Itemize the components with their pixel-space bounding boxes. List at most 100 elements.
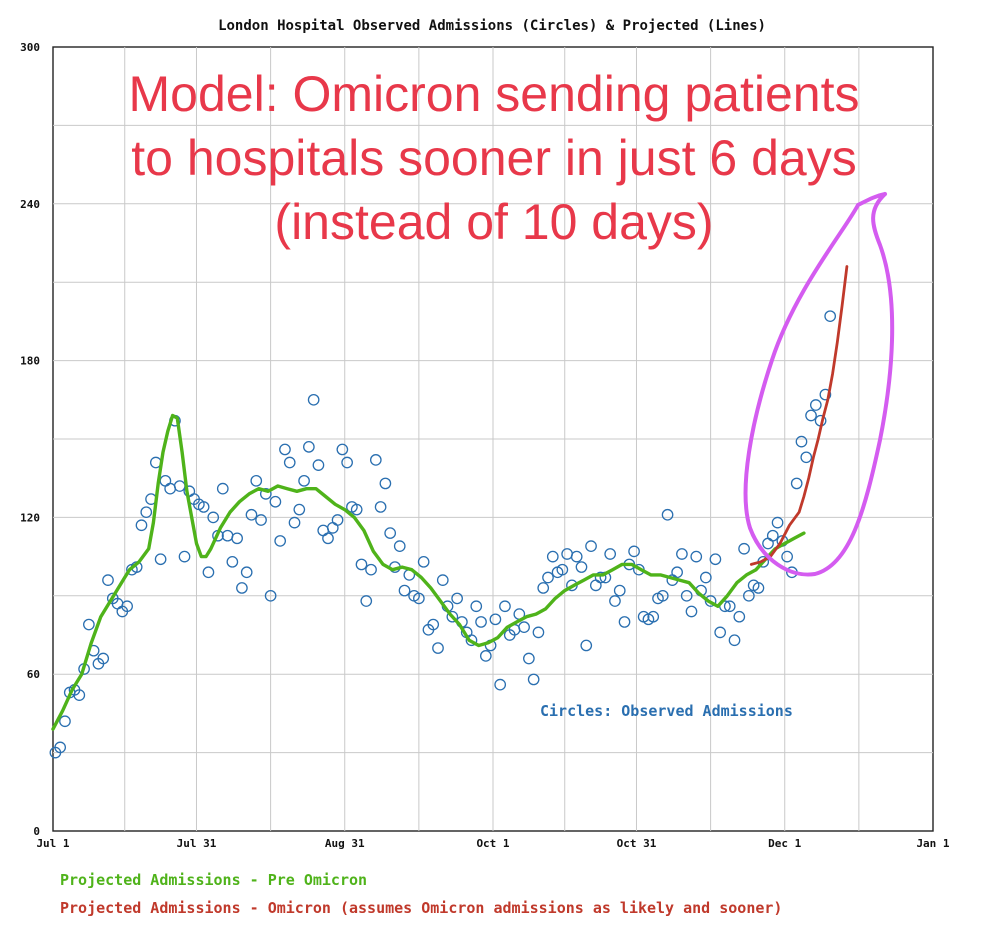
observed-point xyxy=(647,610,660,623)
observed-point xyxy=(54,741,67,754)
observed-point xyxy=(781,550,793,563)
observed-point xyxy=(656,589,669,602)
y-tick-label: 0 xyxy=(33,825,40,838)
observed-point xyxy=(809,399,822,411)
observed-point xyxy=(231,532,243,545)
observed-point xyxy=(613,584,626,597)
observed-point xyxy=(398,584,411,597)
observed-point xyxy=(805,409,817,422)
observed-point xyxy=(604,548,617,560)
grid-lines xyxy=(53,47,933,831)
observed-point xyxy=(226,555,239,568)
observed-point xyxy=(140,506,153,519)
observed-point xyxy=(585,540,597,552)
headline-line-1: Model: Omicron sending patients xyxy=(129,66,860,122)
observed-point xyxy=(154,553,167,566)
observed-point xyxy=(436,574,449,586)
observed-point xyxy=(537,582,550,594)
observed-point xyxy=(723,600,736,613)
observed-point xyxy=(360,595,373,607)
x-tick-label: Jul 31 xyxy=(177,837,217,850)
observed-point xyxy=(699,571,712,584)
observed-point xyxy=(73,689,86,701)
headline-line-2: to hospitals sooner in just 6 days xyxy=(131,130,856,186)
observed-point xyxy=(350,503,363,516)
observed-point xyxy=(676,548,688,560)
observed-point xyxy=(766,529,779,542)
observed-point xyxy=(470,600,483,613)
observed-point xyxy=(704,595,717,607)
observed-point xyxy=(671,566,683,579)
x-tick-label: Aug 31 xyxy=(325,837,365,850)
observed-point xyxy=(523,652,535,665)
x-tick-label: Dec 1 xyxy=(768,837,801,850)
y-axis-ticks: 0 60 120 180 240 300 xyxy=(20,41,40,838)
observed-point xyxy=(312,459,325,471)
observed-point xyxy=(197,501,210,513)
observed-point xyxy=(279,443,291,456)
observed-point xyxy=(331,514,344,526)
observed-point xyxy=(307,393,320,406)
observed-point xyxy=(384,527,397,539)
observed-point xyxy=(393,540,406,552)
x-tick-label: Jan 1 xyxy=(916,837,949,850)
observed-point xyxy=(575,561,588,573)
y-tick-label: 300 xyxy=(20,41,40,54)
observed-point xyxy=(264,589,277,602)
observed-point xyxy=(728,634,741,647)
observed-point xyxy=(714,626,727,639)
observed-point xyxy=(274,535,287,547)
observed-point xyxy=(413,592,425,605)
observed-point xyxy=(293,503,306,516)
observed-point xyxy=(546,550,559,563)
y-tick-label: 60 xyxy=(27,668,40,681)
legend-pre-omicron: Projected Admissions - Pre Omicron xyxy=(60,871,368,889)
headline-line-3: (instead of 10 days) xyxy=(274,194,713,250)
observed-point xyxy=(609,595,621,607)
observed-point xyxy=(580,639,593,652)
observed-point xyxy=(379,477,392,490)
observed-point xyxy=(690,550,703,563)
observed-point xyxy=(236,582,248,594)
observed-point xyxy=(446,610,459,623)
observed-point xyxy=(479,650,492,662)
projection-lines xyxy=(51,265,849,731)
observed-point xyxy=(102,574,114,586)
omicron-line xyxy=(749,265,849,566)
observed-point xyxy=(202,566,215,579)
observed-point xyxy=(628,545,640,558)
chart-title: London Hospital Observed Admissions (Cir… xyxy=(218,18,766,34)
observed-point xyxy=(465,634,478,647)
observed-point xyxy=(618,616,631,628)
observed-point xyxy=(499,600,511,613)
observed-point xyxy=(369,454,382,466)
observed-point xyxy=(752,582,765,594)
observed-point xyxy=(178,550,191,563)
observed-point xyxy=(240,566,253,579)
observed-point xyxy=(322,532,334,545)
observed-point xyxy=(594,571,607,584)
observed-point xyxy=(475,616,487,628)
observed-point xyxy=(298,474,310,487)
observed-point xyxy=(245,508,258,521)
observed-point xyxy=(790,477,803,490)
observed-point xyxy=(771,516,784,529)
observed-point xyxy=(259,488,272,500)
y-tick-label: 120 xyxy=(20,511,40,524)
observed-point xyxy=(494,678,507,691)
observed-point xyxy=(680,589,693,602)
observed-point xyxy=(97,652,110,665)
observed-point xyxy=(303,440,315,453)
observed-point xyxy=(288,516,301,529)
observed-point xyxy=(283,456,296,469)
observed-point xyxy=(255,514,267,526)
observed-point xyxy=(83,618,95,631)
observed-point xyxy=(542,571,554,584)
observed-point xyxy=(250,474,263,487)
observed-point xyxy=(59,715,71,728)
observed-point xyxy=(355,558,368,571)
observed-point xyxy=(661,508,674,521)
observed-point xyxy=(341,456,353,469)
observed-point xyxy=(709,553,722,566)
observed-point xyxy=(207,511,220,524)
